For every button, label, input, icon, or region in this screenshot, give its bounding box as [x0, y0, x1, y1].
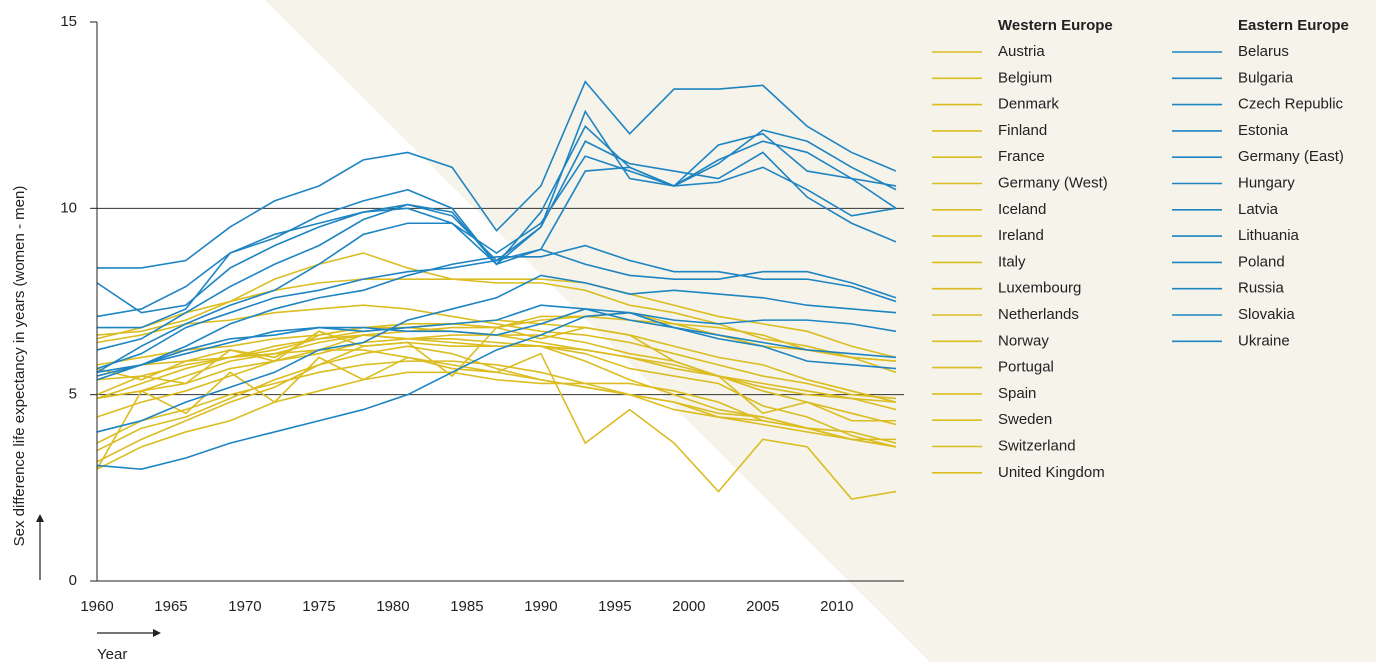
series-line — [96, 345, 896, 463]
legend-label: Bulgaria — [1238, 69, 1294, 86]
series-line — [96, 304, 897, 400]
legend-label: Ireland — [998, 227, 1044, 244]
y-axis-label: Sex difference life expectancy in years … — [11, 186, 28, 547]
x-tick-label: 1990 — [524, 598, 557, 615]
x-arrow-head — [153, 629, 161, 637]
series-line — [96, 274, 897, 433]
legend-header: Eastern Europe — [1238, 17, 1349, 34]
legend-label: Netherlands — [998, 306, 1079, 323]
x-tick-label: 1980 — [376, 598, 409, 615]
legend-label: Belarus — [1238, 43, 1289, 60]
legend-label: Ukraine — [1238, 332, 1290, 349]
legend-label: Lithuania — [1238, 227, 1300, 244]
x-tick-label: 1965 — [154, 598, 187, 615]
series-line — [96, 244, 897, 381]
legend-label: Switzerland — [998, 437, 1076, 454]
background-shape — [265, 0, 1376, 662]
series-line — [96, 308, 897, 374]
y-tick-label: 5 — [69, 386, 77, 403]
legend-label: Belgium — [998, 69, 1052, 86]
series-line — [96, 278, 897, 359]
x-tick-label: 2005 — [746, 598, 779, 615]
series-line — [96, 349, 897, 448]
legend-label: Germany (East) — [1238, 148, 1344, 165]
legend-label: Norway — [998, 332, 1049, 349]
legend-header: Western Europe — [998, 17, 1113, 34]
series-line — [96, 315, 897, 400]
x-tick-label: 1960 — [80, 598, 113, 615]
legend-label: Germany (West) — [998, 174, 1108, 191]
legend-label: Sweden — [998, 411, 1052, 428]
series-line — [97, 80, 897, 269]
series-line — [96, 311, 897, 471]
y-tick-label: 10 — [60, 199, 77, 216]
series-line — [96, 132, 897, 373]
legend-label: Finland — [998, 122, 1047, 139]
x-tick-label: 1975 — [302, 598, 335, 615]
legend-label: Russia — [1238, 280, 1285, 297]
x-tick-label: 2000 — [672, 598, 705, 615]
legend-label: Denmark — [998, 96, 1059, 113]
legend-label: Latvia — [1238, 201, 1279, 218]
series-line — [96, 304, 897, 377]
legend-label: Poland — [1238, 253, 1285, 270]
series-line — [96, 371, 897, 470]
legend-label: France — [998, 148, 1045, 165]
legend-label: Slovakia — [1238, 306, 1295, 323]
legend-label: Czech Republic — [1238, 96, 1344, 113]
legend-label: United Kingdom — [998, 464, 1105, 481]
legend-label: Iceland — [998, 201, 1046, 218]
series-line — [96, 341, 897, 452]
x-tick-label: 2010 — [820, 598, 853, 615]
x-tick-label: 1970 — [228, 598, 261, 615]
y-tick-label: 15 — [60, 13, 77, 30]
legend-label: Portugal — [998, 359, 1054, 376]
legend-label: Italy — [998, 253, 1026, 270]
series-line — [96, 125, 897, 318]
legend-label: Estonia — [1238, 122, 1289, 139]
y-tick-label: 0 — [69, 572, 77, 589]
x-tick-label: 1985 — [450, 598, 483, 615]
plot — [96, 80, 904, 500]
legend-label: Hungary — [1238, 174, 1295, 191]
y-arrow-head — [36, 514, 44, 522]
x-tick-label: 1995 — [598, 598, 631, 615]
series-line — [96, 109, 897, 351]
legend-label: Austria — [998, 43, 1045, 60]
legend-label: Spain — [998, 385, 1036, 402]
x-axis-label: Year — [97, 646, 127, 662]
legend-label: Luxembourg — [998, 280, 1081, 297]
